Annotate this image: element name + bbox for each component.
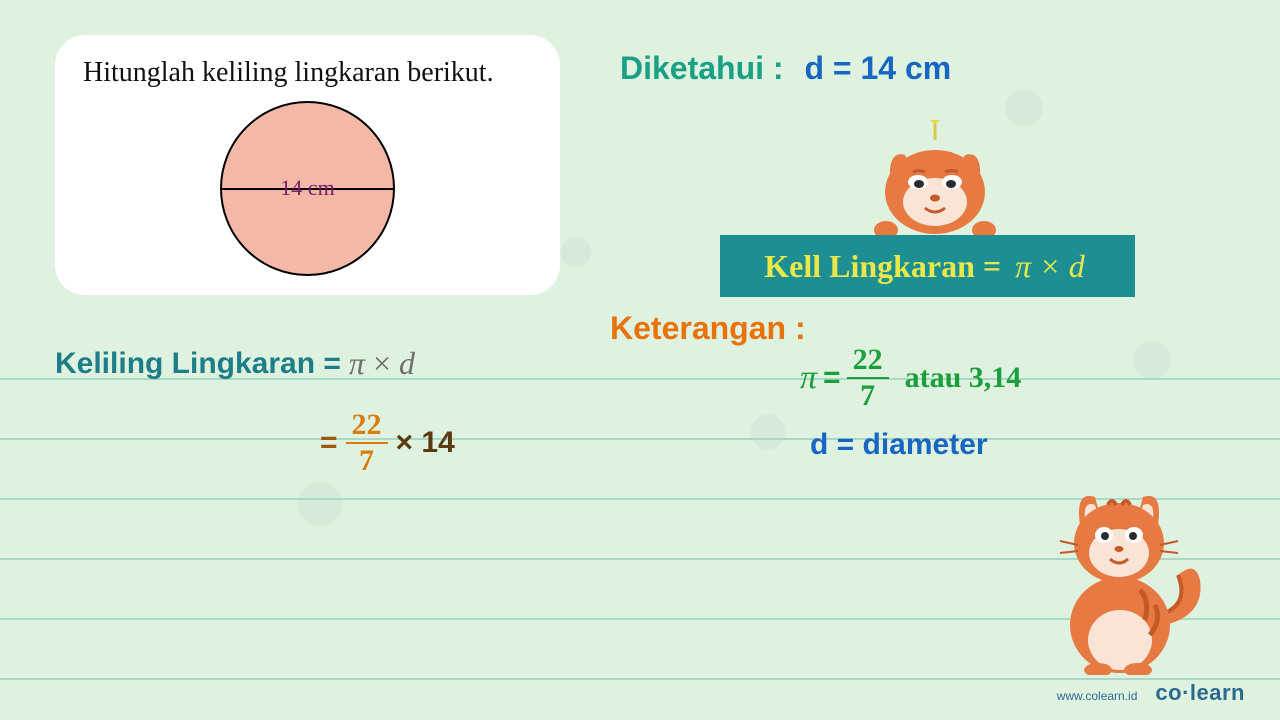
problem-text: Hitunglah keliling lingkaran berikut. bbox=[83, 57, 532, 89]
fraction-numerator: 22 bbox=[847, 345, 889, 379]
formula-label: Kell Lingkaran = bbox=[764, 248, 1001, 285]
problem-card: Hitunglah keliling lingkaran berikut. 14… bbox=[55, 35, 560, 295]
equals-sign: = bbox=[823, 361, 841, 395]
pi-decimal: atau 3,14 bbox=[905, 361, 1022, 395]
given-label: Diketahui : bbox=[620, 50, 784, 86]
footer-url: www.colearn.id bbox=[1057, 689, 1138, 703]
work-fraction: 22 7 bbox=[346, 410, 388, 476]
equals-sign: = bbox=[320, 426, 338, 460]
brand-logo: co·learn bbox=[1155, 680, 1245, 706]
diameter-label: 14 cm bbox=[280, 175, 334, 201]
cat-peek-mascot bbox=[870, 120, 1000, 235]
fraction-denominator: 7 bbox=[854, 379, 881, 411]
times-value: × 14 bbox=[396, 426, 455, 460]
given-value: d = 14 cm bbox=[804, 50, 951, 86]
d-definition: d = diameter bbox=[810, 428, 988, 462]
circle-shape: 14 cm bbox=[220, 101, 395, 276]
work-math: π × d bbox=[349, 345, 415, 382]
ruled-line bbox=[0, 438, 1280, 440]
formula-box: Kell Lingkaran = π × d bbox=[720, 235, 1135, 297]
circle-diagram: 14 cm bbox=[220, 101, 395, 276]
pi-fraction: 22 7 bbox=[847, 345, 889, 411]
pi-symbol: π bbox=[800, 359, 817, 397]
formula-math: π × d bbox=[1007, 248, 1085, 285]
work-label: Keliling Lingkaran = bbox=[55, 347, 341, 381]
given-section: Diketahui : d = 14 cm bbox=[620, 50, 951, 87]
pi-definition: π = 22 7 atau 3,14 bbox=[800, 345, 1021, 411]
fraction-numerator: 22 bbox=[346, 410, 388, 444]
fraction-denominator: 7 bbox=[353, 444, 380, 476]
footer: www.colearn.id co·learn bbox=[1057, 680, 1245, 706]
notes-label: Keterangan : bbox=[610, 310, 806, 347]
cat-sitting-mascot bbox=[1050, 475, 1205, 675]
work-line-1: Keliling Lingkaran = π × d bbox=[55, 345, 415, 382]
work-line-2: = 22 7 × 14 bbox=[320, 410, 455, 476]
